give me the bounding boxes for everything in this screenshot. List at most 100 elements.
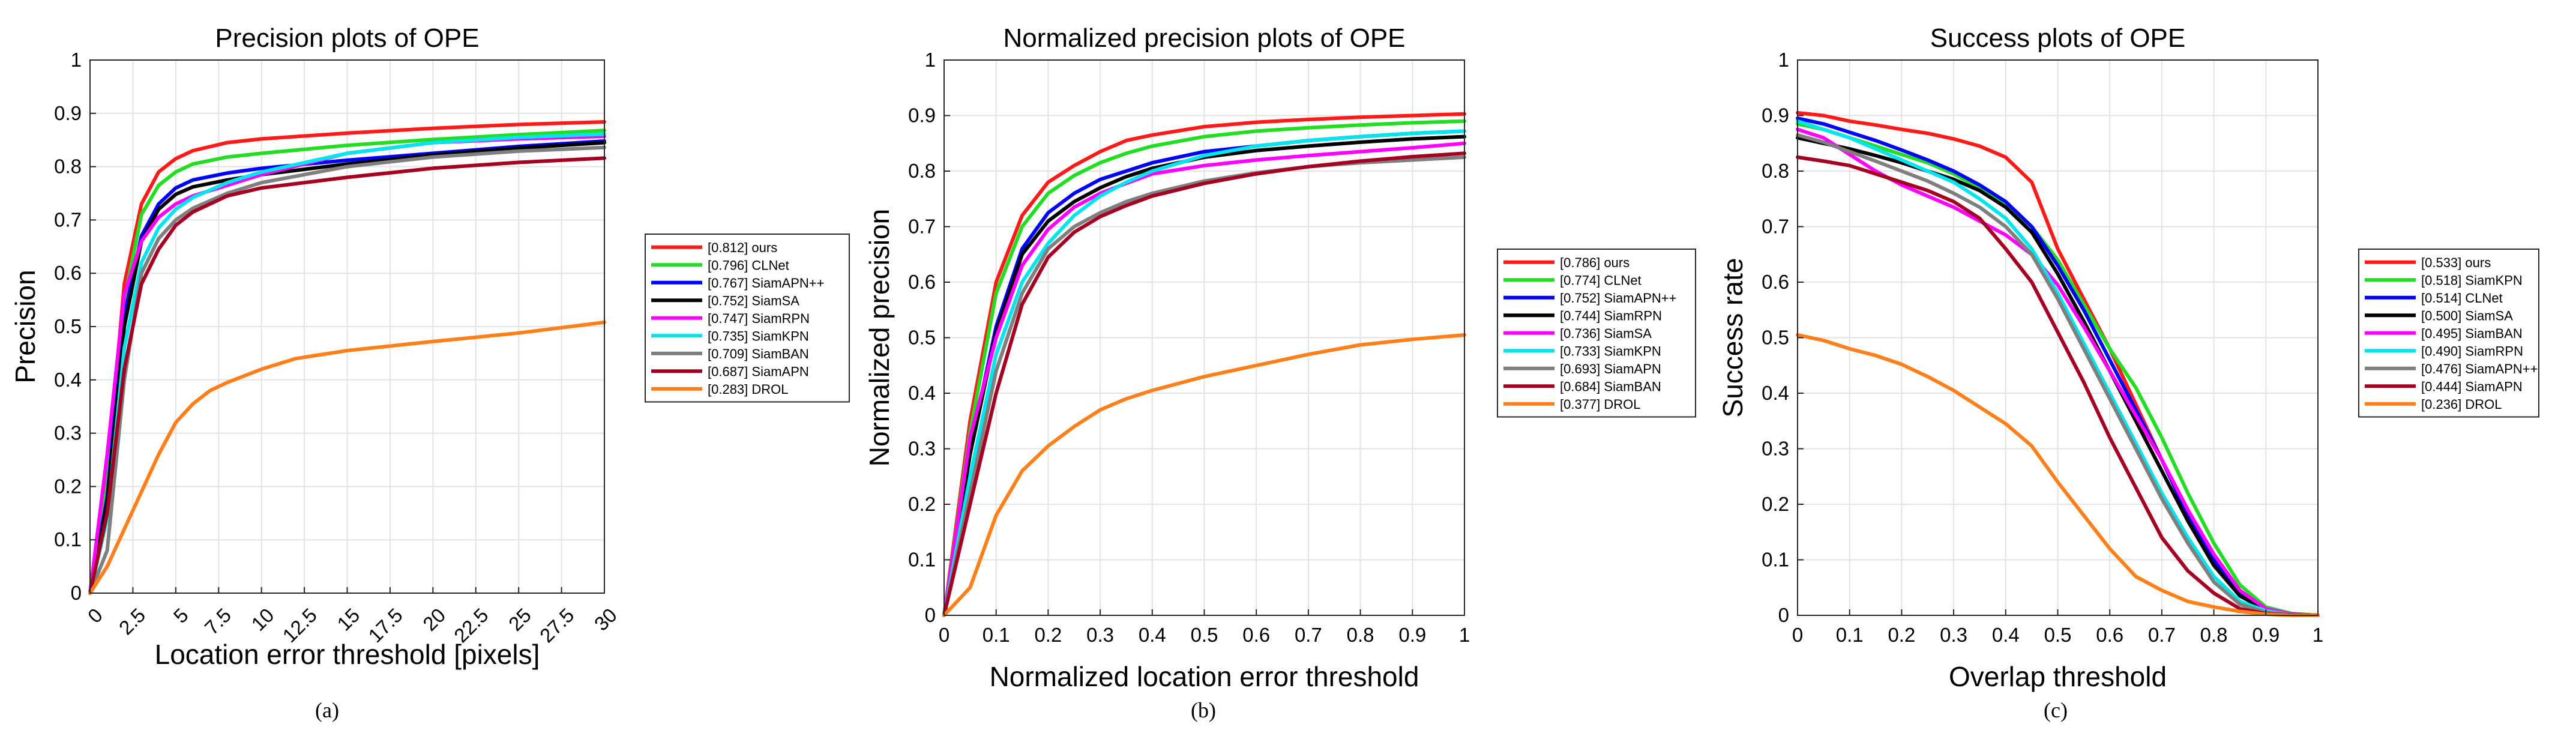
- legend-label: [0.684] SiamBAN: [1560, 379, 1661, 394]
- y-tick-label: 0.5: [54, 315, 82, 337]
- x-tick-label: 1: [1459, 624, 1470, 646]
- legend-label: [0.518] SiamKPN: [2421, 273, 2523, 288]
- y-tick-label: 0.7: [1762, 216, 1789, 238]
- legend-label: [0.796] CLNet: [708, 258, 789, 273]
- legend-label: [0.752] SiamAPN++: [1560, 291, 1676, 306]
- x-tick-label: 0.4: [1992, 624, 2020, 646]
- x-tick-label: 0.3: [1940, 624, 1967, 646]
- x-tick-label: 0.5: [2044, 624, 2072, 646]
- x-tick-label: 0.3: [1086, 624, 1114, 646]
- x-tick-label: 0.8: [1347, 624, 1374, 646]
- y-tick-label: 0.9: [1762, 104, 1789, 127]
- series-line-orange: [1796, 333, 2320, 617]
- x-tick-label: 1: [2313, 624, 2323, 646]
- y-tick-label: 0.9: [54, 102, 82, 124]
- y-tick-label: 0.2: [54, 475, 82, 497]
- y-tick-label: 0.4: [54, 369, 82, 391]
- y-tick-label: 0.3: [54, 422, 82, 444]
- y-tick-label: 0.6: [1762, 271, 1789, 293]
- x-tick-label: 0.9: [2252, 624, 2280, 646]
- x-tick-label: 0.2: [1034, 624, 1062, 646]
- series-line-darkred: [88, 156, 606, 595]
- series-line-blue: [1796, 116, 2320, 617]
- x-axis-label: Overlap threshold: [1949, 661, 2167, 692]
- legend: [0.812] ours [0.796] CLNet [0.767] SiamAPN…: [645, 234, 850, 403]
- series-line-gray: [1796, 133, 2320, 617]
- y-tick-label: 0.7: [908, 216, 936, 238]
- x-tick-label: 2.5: [115, 604, 150, 639]
- y-tick-label: 0.8: [54, 155, 82, 178]
- x-tick-label: 20: [418, 604, 450, 635]
- legend-label: [0.476] SiamAPN++: [2421, 361, 2538, 376]
- y-tick-label: 0: [1778, 604, 1789, 626]
- x-tick-label: 0: [1792, 624, 1803, 646]
- legend-label: [0.687] SiamAPN: [708, 364, 809, 379]
- y-axis-label: Success rate: [1717, 258, 1748, 418]
- chart-panel-2: 0 0.1 0.2 0.3 0.4 0.5 0.6 0.7 0.8 0.9 1 0 0.1 0.2 0.3 0…: [864, 23, 1696, 722]
- y-tick-label: 0.7: [54, 208, 82, 231]
- x-axis-label: Location error threshold [pixels]: [155, 639, 540, 670]
- x-tick-label: 0.4: [1139, 624, 1166, 646]
- y-axis-label: Precision: [10, 270, 41, 383]
- series-line-orange: [88, 320, 606, 595]
- figure-caption: (c): [2044, 698, 2068, 722]
- chart-panel-3: 0 0.1 0.2 0.3 0.4 0.5 0.6 0.7 0.8 0.9 1 0 0.1 0.2 0.3 0…: [1717, 23, 2539, 722]
- series-line-cyan: [88, 132, 606, 595]
- chart-title: Precision plots of OPE: [215, 23, 479, 53]
- legend-label: [0.752] SiamSA: [708, 293, 799, 308]
- x-axis-label: Normalized location error threshold: [990, 661, 1419, 692]
- y-tick-label: 1: [925, 49, 936, 71]
- legend-label: [0.774] CLNet: [1560, 273, 1642, 288]
- y-tick-label: 0.8: [908, 160, 936, 182]
- y-tick-label: 0.1: [908, 549, 936, 571]
- x-tick-label: 0.2: [1888, 624, 1915, 646]
- y-tick-label: 0.9: [908, 104, 936, 127]
- y-tick-label: 0.6: [54, 262, 82, 284]
- series-line-red: [942, 112, 1466, 617]
- legend-label: [0.236] DROL: [2421, 397, 2502, 412]
- y-tick-label: 1: [71, 49, 82, 71]
- chart-title: Success plots of OPE: [1930, 23, 2186, 53]
- series-line-darkred: [1796, 155, 2320, 617]
- x-tick-label: 25: [504, 604, 535, 635]
- x-tick-label: 5: [169, 604, 193, 627]
- y-tick-label: 0: [71, 582, 82, 604]
- x-tick-label: 0.1: [983, 624, 1010, 646]
- y-tick-label: 0.2: [1762, 493, 1789, 515]
- legend-label: [0.735] SiamKPN: [708, 328, 809, 343]
- legend-label: [0.533] ours: [2421, 255, 2491, 270]
- series-line-darkred: [942, 151, 1466, 617]
- legend-label: [0.747] SiamRPN: [708, 311, 810, 326]
- legend-label: [0.733] SiamKPN: [1560, 343, 1661, 358]
- legend: [0.533] ours [0.518] SiamKPN [0.514] CLNet…: [2358, 249, 2539, 418]
- y-tick-label: 0.1: [54, 528, 82, 550]
- y-tick-label: 0.2: [908, 493, 936, 515]
- series-line-green: [942, 119, 1466, 617]
- x-tick-label: 0: [939, 624, 949, 646]
- legend-label: [0.709] SiamBAN: [708, 346, 809, 361]
- legend-label: [0.377] DROL: [1560, 397, 1641, 412]
- series-line-cyan: [1796, 119, 2320, 617]
- y-axis-label: Normalized precision: [864, 209, 895, 467]
- legend-label: [0.786] ours: [1560, 255, 1630, 270]
- figure-caption: (a): [315, 698, 339, 722]
- y-tick-label: 0.4: [1762, 382, 1789, 404]
- x-tick-label: 0.9: [1398, 624, 1426, 646]
- x-tick-label: 0.1: [1836, 624, 1864, 646]
- x-tick-label: 0.6: [1242, 624, 1270, 646]
- legend-label: [0.812] ours: [708, 240, 777, 255]
- legend-label: [0.283] DROL: [708, 382, 789, 397]
- y-tick-label: 0.5: [908, 327, 936, 349]
- x-tick-label: 0.5: [1191, 624, 1218, 646]
- series-line-cyan: [942, 129, 1466, 617]
- chart-title: Normalized precision plots of OPE: [1003, 23, 1405, 53]
- series-line-black: [1796, 136, 2320, 617]
- y-tick-label: 1: [1778, 49, 1789, 71]
- x-tick-label: 0.7: [1295, 624, 1322, 646]
- x-tick-label: 0.8: [2200, 624, 2228, 646]
- x-tick-label: 10: [247, 604, 278, 635]
- x-tick-label: 0: [83, 604, 107, 627]
- y-tick-label: 0.6: [908, 271, 936, 293]
- legend-label: [0.736] SiamSA: [1560, 326, 1652, 341]
